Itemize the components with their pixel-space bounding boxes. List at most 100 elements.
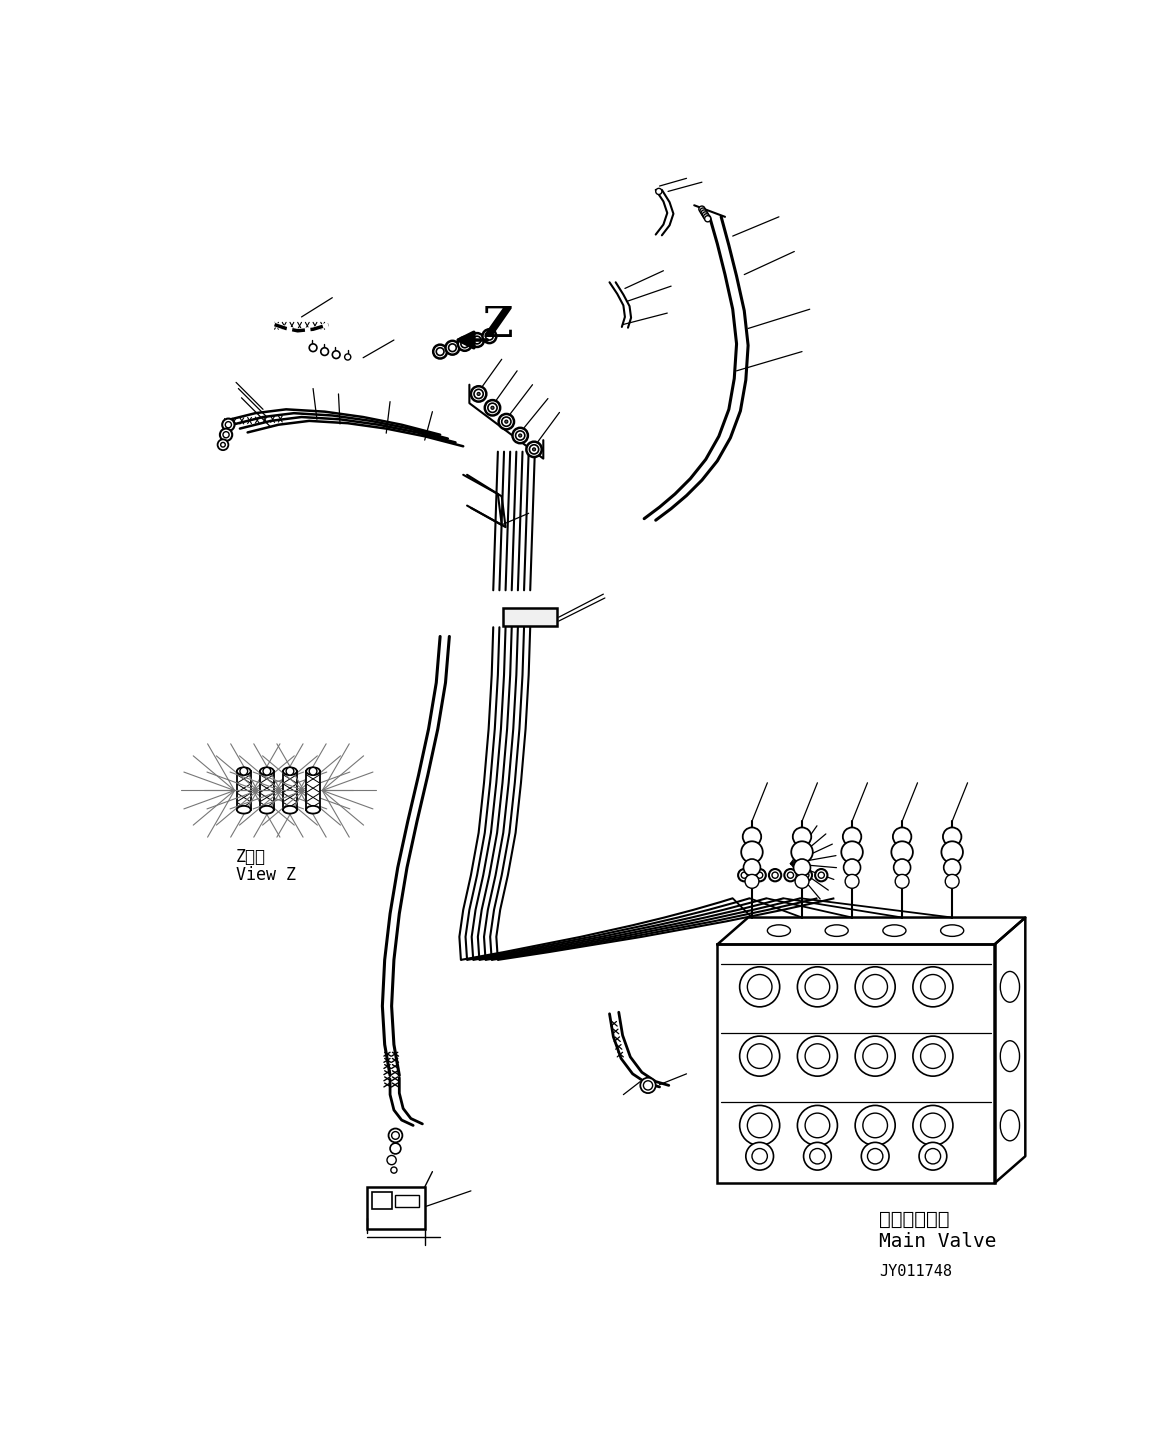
Circle shape [532, 448, 536, 451]
Circle shape [738, 869, 751, 881]
Circle shape [913, 967, 953, 1006]
Circle shape [518, 433, 522, 438]
Bar [396, 1195, 419, 1207]
Circle shape [772, 872, 779, 878]
Circle shape [530, 445, 539, 454]
Circle shape [861, 1143, 889, 1170]
Circle shape [747, 974, 772, 999]
Circle shape [797, 1037, 838, 1076]
Circle shape [944, 859, 960, 875]
Circle shape [943, 827, 961, 846]
Circle shape [486, 333, 493, 340]
Circle shape [842, 827, 861, 846]
Circle shape [791, 842, 813, 862]
Bar [367, 1186, 425, 1230]
Circle shape [743, 827, 761, 846]
Circle shape [810, 1149, 825, 1165]
Circle shape [699, 206, 705, 212]
Circle shape [805, 974, 830, 999]
Text: JY011748: JY011748 [879, 1264, 952, 1280]
Circle shape [893, 827, 912, 846]
Ellipse shape [283, 768, 297, 775]
Circle shape [488, 403, 498, 413]
Circle shape [769, 869, 781, 881]
Circle shape [747, 1044, 772, 1069]
Circle shape [843, 859, 861, 875]
Circle shape [794, 859, 811, 875]
Text: View Z: View Z [236, 867, 296, 884]
Circle shape [702, 212, 708, 218]
Ellipse shape [237, 806, 251, 814]
Circle shape [449, 345, 456, 352]
Circle shape [739, 967, 780, 1006]
Circle shape [784, 869, 797, 881]
Circle shape [703, 214, 709, 220]
Circle shape [485, 400, 500, 416]
Circle shape [221, 442, 226, 446]
Circle shape [752, 1149, 767, 1165]
Bar [237, 771, 251, 810]
Circle shape [482, 329, 496, 343]
Circle shape [222, 419, 235, 430]
Circle shape [345, 353, 351, 361]
Circle shape [744, 859, 760, 875]
Circle shape [499, 414, 514, 429]
Circle shape [220, 429, 233, 441]
Circle shape [471, 387, 486, 401]
Circle shape [526, 442, 541, 457]
Circle shape [391, 1168, 397, 1173]
Circle shape [460, 340, 469, 348]
Bar [307, 771, 320, 810]
Bar [373, 1192, 391, 1210]
Circle shape [436, 348, 444, 355]
Circle shape [863, 1114, 887, 1137]
Text: Main Valve: Main Valve [879, 1232, 996, 1250]
Circle shape [746, 1143, 774, 1170]
Ellipse shape [1001, 1041, 1019, 1072]
Ellipse shape [283, 806, 297, 814]
Circle shape [793, 827, 811, 846]
Circle shape [845, 874, 858, 888]
Circle shape [458, 337, 472, 350]
Circle shape [805, 1044, 830, 1069]
Circle shape [474, 390, 484, 398]
Circle shape [433, 345, 447, 359]
Circle shape [332, 350, 340, 359]
Circle shape [513, 427, 528, 443]
Text: メインバルブ: メインバルブ [879, 1210, 950, 1229]
Circle shape [797, 967, 838, 1006]
Circle shape [926, 1149, 941, 1165]
Circle shape [942, 842, 963, 862]
Circle shape [223, 432, 229, 438]
Circle shape [855, 1105, 896, 1146]
Circle shape [218, 439, 228, 451]
Circle shape [516, 430, 525, 441]
Circle shape [386, 1156, 396, 1165]
Circle shape [390, 1143, 400, 1154]
Ellipse shape [941, 925, 964, 936]
Circle shape [320, 348, 329, 355]
Circle shape [747, 1114, 772, 1137]
Circle shape [656, 189, 662, 195]
Circle shape [753, 869, 766, 881]
Circle shape [921, 974, 945, 999]
Ellipse shape [307, 768, 320, 775]
Circle shape [491, 406, 494, 410]
Circle shape [742, 872, 747, 878]
Circle shape [841, 842, 863, 862]
Circle shape [263, 768, 271, 775]
Circle shape [470, 333, 484, 348]
Circle shape [391, 1131, 399, 1140]
Text: Z　視: Z 視 [236, 848, 266, 867]
Circle shape [818, 872, 824, 878]
Circle shape [797, 1105, 838, 1146]
Bar [717, 945, 995, 1184]
Circle shape [945, 874, 959, 888]
Circle shape [226, 422, 231, 427]
Circle shape [239, 768, 248, 775]
Circle shape [855, 1037, 896, 1076]
Circle shape [788, 872, 794, 878]
Circle shape [891, 842, 913, 862]
Bar [503, 608, 558, 627]
Circle shape [816, 869, 827, 881]
